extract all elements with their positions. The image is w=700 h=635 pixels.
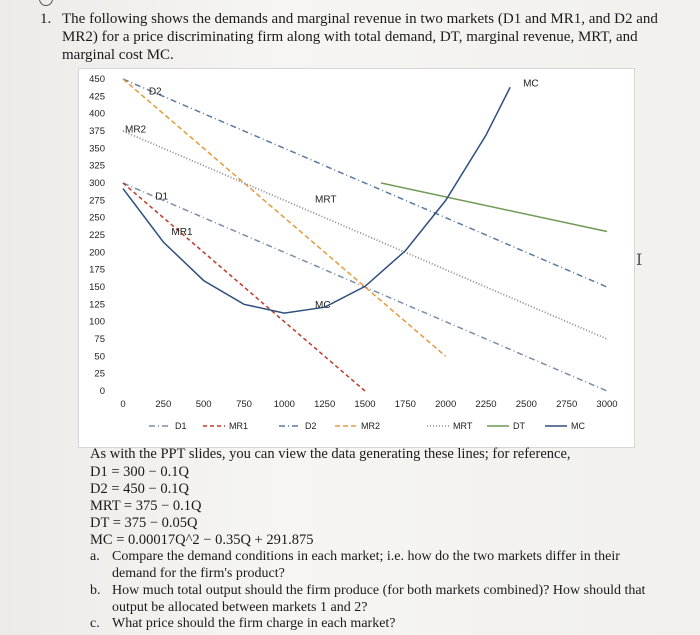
legend-label: D2: [305, 421, 317, 431]
legend-label: D1: [175, 421, 187, 431]
x-tick-label: 3000: [596, 399, 617, 410]
reference-intro: As with the PPT slides, you can view the…: [90, 446, 571, 462]
x-tick-label: 1250: [314, 399, 335, 410]
mr1-line: [122, 182, 366, 392]
part-c-label: c.: [90, 616, 100, 631]
mc-curve: [122, 86, 511, 314]
x-tick-label: 2750: [556, 399, 577, 410]
question-number: 1.: [40, 11, 52, 27]
x-tick-label: 250: [155, 399, 171, 410]
y-tick-label: 325: [89, 161, 105, 172]
equation-mc: MC = 0.00017Q^2 − 0.35Q + 291.875: [90, 532, 314, 548]
y-tick-label: 0: [100, 386, 105, 397]
y-tick-label: 175: [89, 265, 105, 276]
x-tick-label: 500: [196, 399, 212, 410]
equation-dt: DT = 375 − 0.05Q: [90, 515, 198, 531]
x-tick-label: 1750: [395, 399, 416, 410]
legend-label: MC: [571, 421, 585, 431]
y-tick-label: 125: [89, 299, 105, 310]
mr2-line: [122, 78, 447, 357]
dt-line: [380, 182, 608, 233]
y-tick-label: 425: [89, 91, 105, 102]
y-tick-label: 200: [89, 247, 105, 258]
chart-panel: 0 25 50 75 100 125 150 175 200 225 250 275 300 325 350…: [78, 68, 635, 448]
legend-label: DT: [513, 421, 525, 431]
y-tick-label: 50: [94, 351, 105, 362]
part-c-text: What price should the firm charge in eac…: [112, 616, 396, 631]
x-tick-label: 2250: [475, 399, 496, 410]
part-a-text: Compare the demand conditions in each ma…: [112, 549, 620, 581]
part-a-label: a.: [90, 549, 100, 564]
y-tick-label: 25: [94, 369, 105, 380]
d2-line: [122, 78, 608, 288]
x-tick-label: 2500: [516, 399, 537, 410]
chart-annotation: D2: [149, 86, 162, 97]
x-tick-label: 750: [236, 399, 252, 410]
y-tick-label: 300: [89, 178, 105, 189]
chart-annotation: MR1: [171, 227, 193, 238]
chart-annotation: MRT: [315, 194, 336, 205]
legend-label: MRT: [453, 421, 473, 431]
chart-annotation: D1: [155, 192, 168, 203]
y-tick-label: 450: [89, 74, 105, 85]
y-tick-label: 225: [89, 230, 105, 241]
x-tick-label: 2000: [435, 399, 456, 410]
x-tick-label: 1500: [354, 399, 375, 410]
y-tick-label: 250: [89, 213, 105, 224]
x-tick-label: 1000: [274, 399, 295, 410]
part-b-label: b.: [90, 583, 101, 598]
question-text: The following shows the demands and marg…: [62, 11, 658, 63]
hole-punch-mark: [39, 0, 53, 6]
y-tick-label: 400: [89, 109, 105, 120]
y-tick-label: 350: [89, 143, 105, 154]
part-b-text: How much total output should the firm pr…: [112, 583, 646, 615]
equation-d2: D2 = 450 − 0.1Q: [90, 481, 189, 497]
equation-mrt: MRT = 375 − 0.1Q: [90, 498, 202, 514]
equation-d1: D1 = 300 − 0.1Q: [90, 464, 189, 480]
y-tick-label: 100: [89, 317, 105, 328]
y-tick-label: 150: [89, 282, 105, 293]
legend-label: MR2: [361, 421, 380, 431]
chart-annotation: MR2: [125, 124, 147, 135]
mrt-line: [122, 130, 608, 340]
legend-label: MR1: [229, 421, 248, 431]
chart-svg: 0 25 50 75 100 125 150 175 200 225 250 275 300 325 350…: [89, 74, 617, 431]
chart-annotation: MC: [523, 79, 539, 90]
y-tick-label: 75: [94, 334, 105, 345]
text-cursor-icon: I: [636, 250, 643, 269]
x-tick-label: 0: [120, 399, 125, 410]
y-tick-label: 275: [89, 195, 105, 206]
chart-annotation: MC: [315, 300, 331, 311]
y-tick-label: 375: [89, 126, 105, 137]
